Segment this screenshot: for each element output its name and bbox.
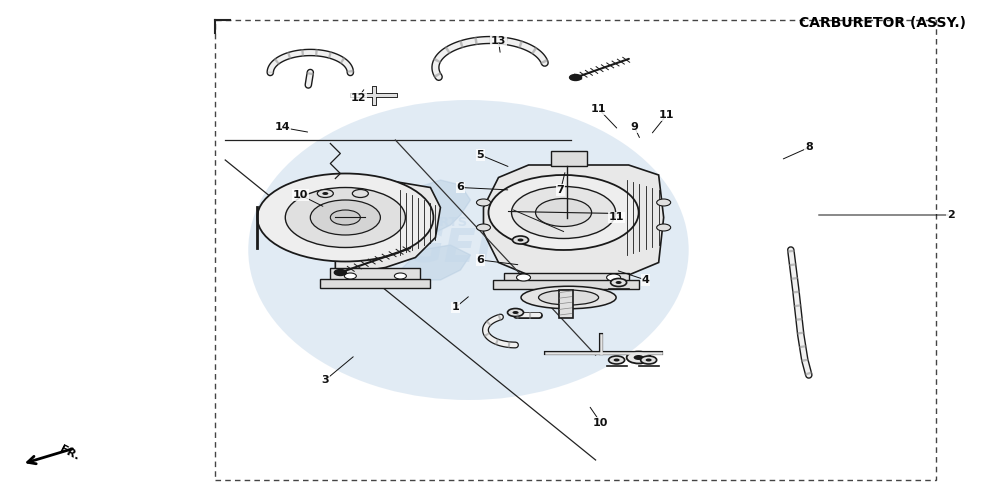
Text: 4: 4 (642, 275, 650, 285)
Text: 13: 13 (490, 36, 507, 46)
Polygon shape (483, 165, 664, 275)
Polygon shape (390, 180, 470, 235)
Bar (215, 20, 936, 480)
Circle shape (513, 311, 519, 314)
Circle shape (641, 356, 657, 364)
Circle shape (334, 270, 346, 276)
Text: 11: 11 (609, 212, 625, 222)
Circle shape (609, 356, 625, 364)
Text: 1: 1 (451, 302, 459, 312)
Circle shape (257, 174, 433, 262)
Bar (559, 290, 573, 318)
Circle shape (317, 190, 333, 198)
Circle shape (634, 355, 644, 360)
Circle shape (330, 210, 360, 225)
Circle shape (536, 198, 592, 226)
Text: 12: 12 (350, 92, 366, 102)
Ellipse shape (521, 286, 617, 309)
Circle shape (607, 274, 621, 281)
Text: 8: 8 (805, 142, 813, 152)
Text: 11: 11 (591, 104, 607, 114)
Bar (330, 268, 420, 280)
Circle shape (657, 199, 671, 206)
Text: 14: 14 (274, 122, 290, 132)
Text: 7: 7 (557, 185, 565, 195)
Text: 9: 9 (631, 122, 639, 132)
Circle shape (611, 278, 627, 286)
Polygon shape (335, 180, 440, 272)
Text: 6: 6 (476, 255, 484, 265)
Circle shape (657, 224, 671, 231)
Circle shape (322, 192, 328, 195)
Circle shape (476, 224, 490, 231)
Ellipse shape (248, 100, 689, 400)
Text: MOTORPARTS: MOTORPARTS (365, 216, 467, 229)
Circle shape (616, 281, 622, 284)
Text: 5: 5 (476, 150, 484, 160)
Text: GEM: GEM (405, 228, 524, 272)
Text: 2: 2 (947, 210, 955, 220)
Circle shape (310, 200, 380, 235)
Circle shape (512, 186, 616, 238)
Circle shape (508, 308, 524, 316)
Circle shape (488, 175, 639, 250)
Bar (551, 151, 587, 166)
Bar (504, 272, 629, 281)
Text: 11: 11 (659, 110, 675, 120)
Circle shape (476, 199, 490, 206)
Bar (320, 278, 430, 287)
Ellipse shape (539, 290, 599, 305)
Circle shape (614, 358, 620, 362)
Text: FR.: FR. (58, 444, 81, 462)
Circle shape (570, 74, 582, 80)
Bar (493, 280, 639, 288)
Circle shape (627, 352, 651, 364)
Text: CARBURETOR (ASSY.): CARBURETOR (ASSY.) (799, 16, 966, 30)
Circle shape (646, 358, 652, 362)
Circle shape (352, 190, 368, 198)
Text: 10: 10 (292, 190, 308, 200)
Circle shape (394, 273, 406, 279)
Circle shape (344, 273, 356, 279)
Circle shape (517, 274, 531, 281)
Text: 3: 3 (321, 375, 329, 385)
Text: 6: 6 (456, 182, 464, 192)
Text: 10: 10 (593, 418, 609, 428)
Circle shape (285, 188, 405, 248)
Circle shape (513, 236, 529, 244)
Polygon shape (400, 245, 470, 280)
Circle shape (518, 238, 524, 242)
